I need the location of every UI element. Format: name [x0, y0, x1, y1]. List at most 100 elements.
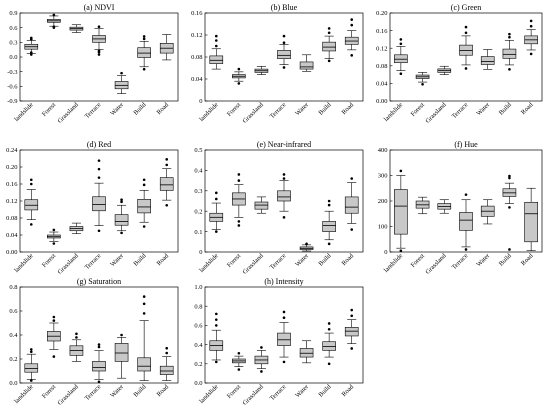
y-tick-label: -0.3	[7, 69, 17, 76]
box-water	[114, 198, 129, 235]
box-grassland	[69, 222, 84, 235]
plot-frame	[389, 12, 543, 102]
outlier-point	[52, 13, 56, 17]
category-label: Terrace	[84, 383, 103, 402]
outlier-point	[350, 314, 354, 318]
box-iqr	[114, 343, 129, 362]
chart-title: (g) Saturation	[77, 277, 121, 286]
y-tick-label: 0.04	[6, 232, 18, 239]
outlier-point	[214, 34, 218, 38]
outlier-point	[508, 68, 511, 71]
outlier-point	[327, 362, 331, 366]
category-label: Water	[294, 101, 310, 117]
outlier-point	[165, 203, 169, 207]
box-build	[502, 174, 517, 251]
outlier-point	[327, 327, 331, 331]
y-tick-label: 100	[378, 224, 388, 231]
y-tick-label: 0.9	[9, 10, 17, 17]
box-build	[502, 32, 517, 71]
outlier-point	[52, 355, 56, 358]
y-tick-label: 0.04	[191, 76, 203, 83]
category-label: Road	[155, 101, 170, 116]
box-water	[114, 333, 129, 379]
box-terrace	[459, 193, 473, 251]
category-label: Water	[109, 383, 125, 399]
outlier-point	[508, 35, 511, 39]
outlier-point	[29, 178, 33, 182]
outlier-point	[237, 179, 241, 182]
box-iqr	[524, 201, 538, 243]
category-label: Water	[475, 252, 491, 268]
outlier-point	[29, 223, 33, 226]
y-tick-label: 0.16	[376, 28, 388, 35]
box-grassland	[69, 24, 84, 33]
box-grassland	[254, 196, 269, 214]
chart-title: (h) Intensity	[264, 277, 303, 286]
category-label: Grassland	[57, 383, 81, 407]
category-label: Road	[155, 383, 170, 398]
outlier-point	[282, 41, 286, 44]
category-label: Build	[132, 383, 148, 399]
box-road	[344, 177, 359, 231]
y-tick-label: 400	[378, 147, 388, 154]
box-build	[322, 199, 336, 246]
category-label: Build	[132, 101, 148, 117]
outlier-point	[214, 191, 218, 195]
category-label: Grassland	[57, 101, 81, 125]
category-label: Grassland	[424, 101, 448, 125]
category-label: Grassland	[57, 252, 81, 276]
outlier-point	[237, 368, 241, 371]
outlier-point	[327, 242, 331, 246]
outlier-point	[237, 351, 241, 355]
box-iqr	[159, 177, 174, 191]
outlier-point	[165, 351, 169, 355]
y-tick-label: 0	[199, 249, 202, 256]
outlier-point	[260, 346, 263, 349]
category-label: Build	[317, 101, 333, 117]
category-label: Forest	[41, 101, 58, 118]
chart-panel-8: (h) Intensity0.00.20.40.60.81.0landslide…	[194, 277, 364, 407]
y-tick-label: 0.12	[191, 32, 202, 39]
y-tick-label: 0.0	[9, 54, 17, 61]
outlier-point	[350, 308, 354, 312]
box-forest	[415, 72, 430, 86]
box-terrace	[92, 343, 106, 384]
y-tick-label: 300	[378, 173, 388, 180]
box-landslide	[209, 34, 224, 70]
outlier-point	[52, 315, 56, 319]
category-label: Grassland	[424, 252, 448, 276]
outlier-point	[214, 197, 218, 201]
outlier-point	[529, 52, 533, 56]
y-tick-label: 0.20	[6, 164, 17, 171]
outlier-point	[142, 312, 146, 315]
y-tick-label: 0.08	[376, 63, 387, 70]
box-iqr	[459, 212, 473, 231]
y-tick-label: 0.3	[194, 188, 202, 195]
box-road	[159, 158, 174, 207]
outlier-point	[350, 228, 354, 231]
y-tick-label: 0.3	[9, 40, 17, 47]
outlier-point	[464, 193, 468, 196]
outlier-point	[399, 249, 403, 253]
box-water	[299, 54, 314, 72]
outlier-point	[214, 324, 218, 327]
box-iqr	[209, 55, 224, 64]
box-forest	[232, 351, 246, 371]
chart-title: (d) Red	[87, 140, 111, 149]
plot-frame	[204, 286, 364, 384]
box-terrace	[277, 173, 291, 219]
outlier-point	[399, 38, 403, 41]
outlier-point	[237, 224, 241, 227]
outlier-point	[237, 67, 241, 71]
category-label: Road	[520, 101, 535, 116]
outlier-point	[237, 82, 241, 85]
box-build	[137, 178, 151, 228]
category-label: Road	[340, 252, 355, 267]
outlier-point	[282, 316, 286, 320]
outlier-point	[350, 177, 354, 180]
box-iqr	[114, 214, 129, 226]
outlier-point	[120, 231, 123, 235]
box-iqr	[159, 365, 174, 375]
outlier-point	[421, 82, 424, 86]
y-tick-label: 0	[384, 249, 387, 256]
